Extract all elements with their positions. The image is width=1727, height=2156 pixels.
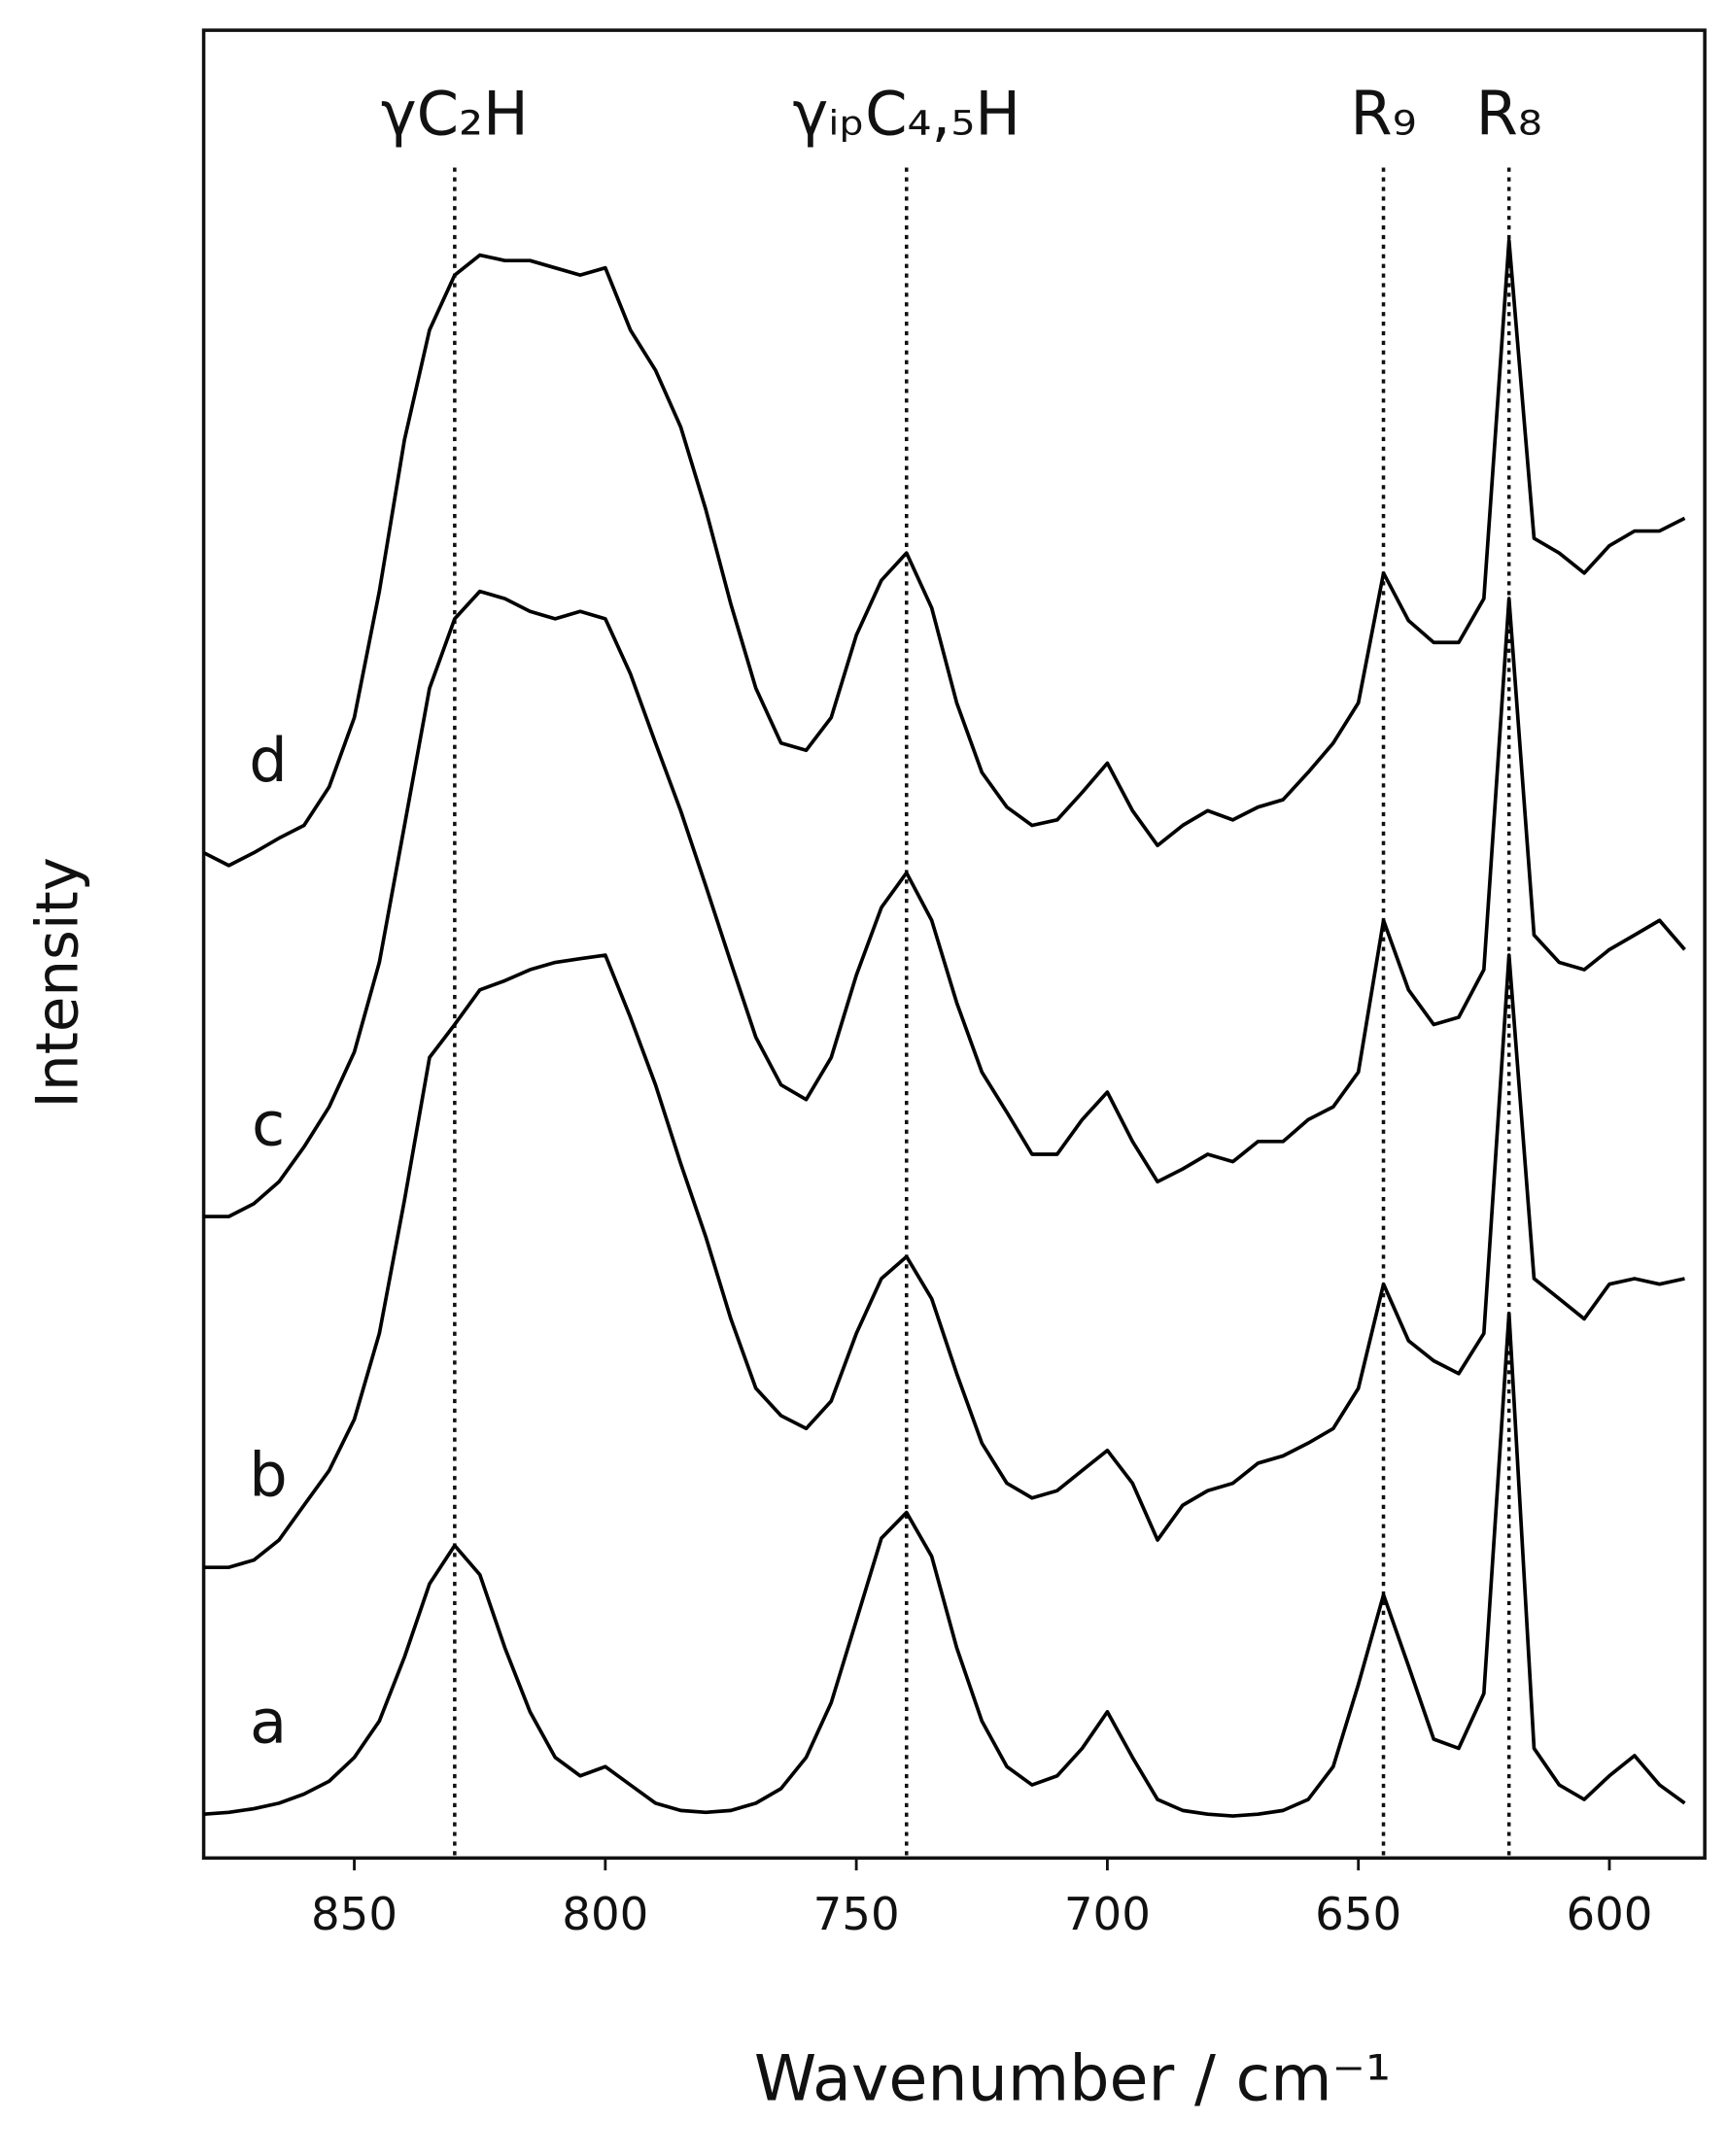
spectrum-line [203, 1311, 1686, 1818]
x-tick-label: 800 [562, 1889, 648, 1941]
x-tick-label: 600 [1566, 1889, 1652, 1941]
x-tick-label: 850 [311, 1889, 397, 1941]
y-axis-label: Intensity [24, 857, 91, 1109]
series-label: c [252, 1088, 285, 1159]
annotation-label: γᵢₚC₄,₅H [793, 79, 1020, 150]
series-label: b [249, 1440, 288, 1511]
annotation-label: R₉ [1350, 79, 1416, 150]
plot-frame [201, 28, 1707, 1861]
spectrum-line [203, 953, 1685, 1569]
series-label: a [250, 1687, 287, 1758]
spectrum-line [203, 589, 1686, 1218]
series-label: d [249, 725, 288, 796]
x-tick-label: 750 [813, 1889, 900, 1941]
annotation-label: R₈ [1476, 79, 1542, 150]
spectrum-line [202, 238, 1686, 868]
x-axis-label: Wavenumber / cm⁻¹ [754, 2042, 1391, 2115]
x-tick-label: 700 [1064, 1889, 1151, 1941]
x-tick-label: 650 [1315, 1889, 1401, 1941]
annotation-label: γC₂H [381, 79, 529, 150]
